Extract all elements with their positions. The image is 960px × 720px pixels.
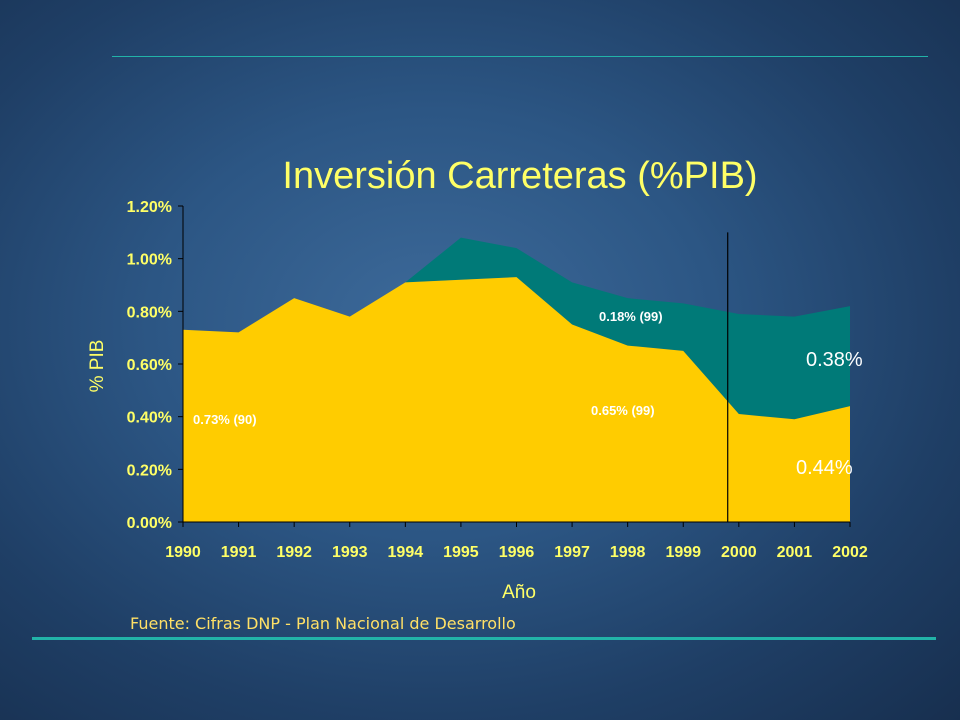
x-tick-label: 1990 <box>165 544 201 561</box>
x-tick-label: 2002 <box>832 544 868 561</box>
x-tick-label: 1995 <box>443 544 479 561</box>
x-tick-label: 2000 <box>721 544 757 561</box>
x-tick-label: 1999 <box>665 544 701 561</box>
y-tick-label: 0.40% <box>127 410 172 427</box>
chart-title: Inversión Carreteras (%PIB) <box>282 155 757 197</box>
x-tick-label: 1993 <box>332 544 368 561</box>
annotation-1999-base: 0.65% (99) <box>591 403 655 418</box>
y-tick-label: 1.00% <box>127 252 172 269</box>
source-note: Fuente: Cifras DNP - Plan Nacional de De… <box>130 614 516 633</box>
annotation-1999-increment: 0.18% (99) <box>599 309 663 324</box>
y-tick-label: 0.60% <box>127 357 172 374</box>
increment-area <box>183 237 850 420</box>
x-tick-label: 1996 <box>499 544 535 561</box>
x-axis-title: Año <box>502 582 536 603</box>
y-tick-label: 0.00% <box>127 515 172 532</box>
x-tick-label: 1992 <box>276 544 312 561</box>
y-axis-title: % PIB <box>87 340 108 393</box>
plot-area: 0.00% 0.20% 0.40% 0.60% 0.80% 1.00% 1.20% 1990 1… <box>127 199 868 561</box>
y-tick-label: 0.80% <box>127 304 172 321</box>
annotation-2002-base: 0.44% <box>796 457 853 479</box>
annotation-2002-increment: 0.38% <box>806 349 863 371</box>
x-tick-label: 1994 <box>388 544 424 561</box>
top-rule <box>112 56 928 57</box>
y-tick-label: 0.20% <box>127 462 172 479</box>
x-tick-label: 2001 <box>777 544 813 561</box>
x-tick-label: 1991 <box>221 544 257 561</box>
y-tick-label: 1.20% <box>127 199 172 216</box>
bottom-rule <box>32 637 936 640</box>
x-tick-label: 1997 <box>554 544 590 561</box>
annotation-1990: 0.73% (90) <box>193 412 257 427</box>
x-tick-label: 1998 <box>610 544 646 561</box>
base-area <box>183 277 850 522</box>
